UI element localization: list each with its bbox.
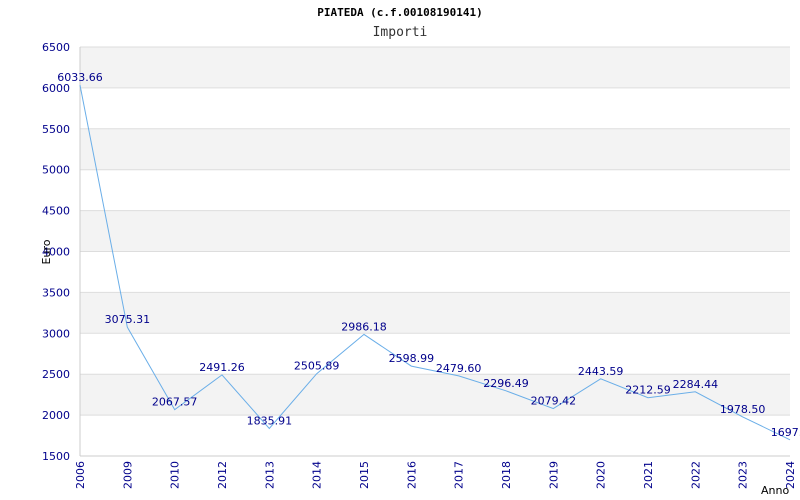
x-tick-label: 2016 xyxy=(405,461,418,489)
x-tick-label: 2013 xyxy=(263,461,276,489)
y-tick-label: 2000 xyxy=(42,409,70,422)
y-tick-labels: 1500 2000 2500 3000 3500 4000 4500 5000 5500 6000… xyxy=(42,41,70,463)
x-tick-label: 2006 xyxy=(74,461,87,489)
data-label: 2079.42 xyxy=(531,395,577,408)
axes xyxy=(79,47,790,457)
x-tick-label: 2012 xyxy=(216,461,229,489)
x-axis-label: Anno xyxy=(761,484,789,497)
chart-subtitle: Importi xyxy=(372,25,428,40)
data-label: 2479.60 xyxy=(436,362,482,375)
grid-lines xyxy=(80,46,790,457)
x-tick-label: 2009 xyxy=(121,461,134,489)
y-tick-label: 6500 xyxy=(42,41,70,54)
x-tick-label: 2015 xyxy=(358,461,371,489)
data-label: 1697.6 xyxy=(771,426,800,439)
x-tick-labels: 2006 2009 2010 2012 2013 2014 2015 2016 2017 2018… xyxy=(74,461,797,489)
x-tick-label: 2020 xyxy=(595,461,608,489)
grid-band xyxy=(80,210,790,252)
y-tick-label: 4000 xyxy=(42,246,70,259)
y-tick-label: 6000 xyxy=(42,82,70,95)
x-tick-label: 2017 xyxy=(453,461,466,489)
x-tick-label: 2014 xyxy=(311,461,324,489)
data-label: 2067.57 xyxy=(152,396,198,409)
grid-band xyxy=(80,292,790,334)
data-label: 2443.59 xyxy=(578,365,624,378)
data-label: 2212.59 xyxy=(625,384,671,397)
y-axis-label: Euro xyxy=(40,239,53,264)
grid-band xyxy=(80,47,790,88)
y-tick-label: 1500 xyxy=(42,450,70,463)
x-tick-label: 2010 xyxy=(169,461,182,489)
data-label: 2296.49 xyxy=(483,377,529,390)
chart-title: PIATEDA (c.f.00108190141) xyxy=(317,6,483,19)
x-tick-label: 2018 xyxy=(500,461,513,489)
x-tick-label: 2021 xyxy=(642,461,655,489)
x-tick-label: 2023 xyxy=(737,461,750,489)
x-tick-label: 2024 xyxy=(784,461,797,489)
grid-band xyxy=(80,128,790,170)
x-tick-label: 2022 xyxy=(689,461,702,489)
data-label: 3075.31 xyxy=(105,313,151,326)
data-label: 2598.99 xyxy=(389,352,435,365)
x-tick-label: 2019 xyxy=(547,461,560,489)
series-line xyxy=(79,85,791,441)
y-tick-label: 5000 xyxy=(42,164,70,177)
series xyxy=(79,85,791,441)
data-label: 2505.89 xyxy=(294,360,340,373)
data-label: 2491.26 xyxy=(199,361,245,374)
y-tick-label: 5500 xyxy=(42,123,70,136)
data-labels: 6033.66 3075.31 2067.57 2491.26 1835.91 2505.… xyxy=(57,71,800,439)
y-tick-label: 2500 xyxy=(42,368,70,381)
data-label: 6033.66 xyxy=(57,71,103,84)
y-tick-label: 4500 xyxy=(42,205,70,218)
data-label: 1835.91 xyxy=(247,415,293,428)
data-label: 2986.18 xyxy=(341,320,387,333)
y-tick-label: 3500 xyxy=(42,286,70,299)
data-label: 2284.44 xyxy=(673,378,719,391)
y-tick-label: 3000 xyxy=(42,327,70,340)
grid-bands xyxy=(80,47,790,416)
data-label: 1978.50 xyxy=(720,403,766,416)
